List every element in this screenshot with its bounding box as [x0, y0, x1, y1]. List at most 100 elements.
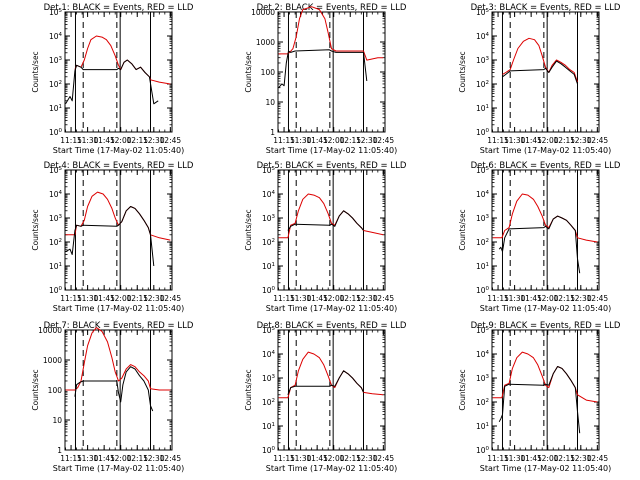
- y-tick-label: 102: [476, 80, 489, 89]
- series-events: [278, 49, 368, 89]
- panel-title: Det 3: BLACK = Events, RED = LLD: [471, 3, 621, 13]
- y-tick-label: 104: [476, 32, 490, 41]
- y-tick-label: 10: [265, 98, 275, 107]
- x-tick-label: 12:00: [323, 136, 345, 145]
- y-tick-label: 1: [57, 446, 62, 455]
- x-tick-label: 12:00: [537, 454, 559, 463]
- series-events: [287, 210, 364, 231]
- y-axis-label: Counts/sec: [244, 209, 253, 250]
- y-tick-label: 105: [49, 8, 63, 17]
- x-tick-label: 12:45: [373, 454, 395, 463]
- x-tick-label: 11:45: [93, 136, 115, 145]
- y-tick-label: 100: [49, 286, 63, 295]
- series-lld: [74, 35, 171, 85]
- x-tick-label: 12:15: [553, 294, 575, 303]
- y-tick-label: 10000: [251, 8, 275, 17]
- series-lld: [492, 351, 598, 403]
- x-tick-label: 11:30: [290, 294, 312, 303]
- x-tick-label: 12:30: [356, 294, 378, 303]
- y-tick-label: 100: [262, 446, 276, 455]
- y-tick-label: 101: [476, 104, 489, 113]
- y-tick-label: 102: [476, 398, 489, 407]
- x-tick-label: 12:30: [570, 294, 592, 303]
- series-events: [498, 366, 581, 434]
- y-tick-label: 103: [476, 56, 490, 65]
- x-tick-label: 11:15: [273, 454, 295, 463]
- plot-frame: [277, 329, 386, 451]
- series-lld: [278, 6, 384, 61]
- y-tick-label: 105: [476, 326, 490, 335]
- x-tick-label: 11:45: [520, 454, 542, 463]
- y-tick-label: 10000: [38, 326, 62, 335]
- x-tick-label: 12:45: [160, 294, 182, 303]
- y-tick-label: 103: [262, 214, 276, 223]
- x-tick-label: 12:00: [323, 454, 345, 463]
- x-tick-label: 11:45: [306, 294, 328, 303]
- y-tick-label: 101: [476, 422, 489, 431]
- x-tick-label: 12:00: [110, 454, 132, 463]
- series-events: [498, 215, 581, 274]
- x-tick-label: 12:15: [126, 454, 148, 463]
- x-tick-label: 12:00: [323, 294, 345, 303]
- y-tick-label: 102: [49, 238, 62, 247]
- panel-det-5: Det 5: BLACK = Events, RED = LLD 100 101 10…: [244, 161, 407, 313]
- x-tick-label: 12:45: [587, 294, 609, 303]
- x-tick-label: 12:45: [587, 136, 609, 145]
- x-tick-label: 12:15: [339, 454, 361, 463]
- x-tick-label: 12:45: [160, 136, 182, 145]
- panel-det-2: Det 2: BLACK = Events, RED = LLD 1 10 100 10…: [244, 3, 407, 155]
- panel-title: Det 2: BLACK = Events, RED = LLD: [257, 3, 407, 13]
- y-tick-label: 100: [261, 68, 276, 77]
- x-axis-label: Start Time (17-May-02 11:05:40): [480, 146, 611, 155]
- y-tick-label: 103: [49, 56, 63, 65]
- x-tick-label: 12:00: [110, 294, 132, 303]
- y-axis-label: Counts/sec: [31, 51, 40, 92]
- x-axis-label: Start Time (17-May-02 11:05:40): [53, 464, 184, 473]
- y-tick-label: 10: [52, 416, 62, 425]
- x-tick-label: 11:45: [306, 454, 328, 463]
- x-tick-label: 12:15: [339, 136, 361, 145]
- y-tick-label: 104: [262, 350, 276, 359]
- y-axis-label: Counts/sec: [244, 369, 253, 410]
- y-tick-label: 101: [49, 262, 62, 271]
- series-lld: [65, 327, 171, 391]
- plot-frame: [64, 169, 173, 291]
- y-tick-label: 101: [476, 262, 489, 271]
- y-tick-label: 103: [476, 214, 490, 223]
- y-tick-label: 100: [49, 128, 63, 137]
- panel-det-1: Det 1: BLACK = Events, RED = LLD 100 101 10…: [31, 3, 194, 155]
- x-tick-label: 11:30: [290, 454, 312, 463]
- x-tick-label: 12:30: [143, 454, 165, 463]
- series-lld: [65, 191, 171, 241]
- x-tick-label: 11:45: [93, 454, 115, 463]
- y-tick-label: 102: [49, 80, 62, 89]
- y-tick-label: 100: [262, 286, 276, 295]
- panel-title: Det 1: BLACK = Events, RED = LLD: [44, 3, 194, 13]
- y-tick-label: 104: [476, 190, 490, 199]
- y-tick-label: 1000: [256, 38, 275, 47]
- panel-det-9: Det 9: BLACK = Events, RED = LLD 100 101 10…: [458, 321, 621, 473]
- plot-frame: [491, 169, 600, 291]
- x-axis-label: Start Time (17-May-02 11:05:40): [480, 464, 611, 473]
- x-tick-label: 12:45: [160, 454, 182, 463]
- series-events: [65, 59, 159, 105]
- panel-det-7: Det 7: BLACK = Events, RED = LLD 1 10 100 10…: [31, 321, 194, 473]
- x-tick-label: 11:15: [273, 136, 295, 145]
- x-tick-label: 11:15: [487, 136, 509, 145]
- panel-det-6: Det 6: BLACK = Events, RED = LLD 100 101 10…: [458, 161, 621, 313]
- x-tick-label: 11:15: [487, 454, 509, 463]
- y-axis-label: Counts/sec: [31, 369, 40, 410]
- plot-frame: [491, 11, 600, 133]
- y-tick-label: 1000: [43, 356, 62, 365]
- x-tick-label: 12:15: [553, 454, 575, 463]
- panel-title: Det 7: BLACK = Events, RED = LLD: [44, 321, 194, 331]
- y-tick-label: 100: [476, 286, 490, 295]
- panel-title: Det 6: BLACK = Events, RED = LLD: [471, 161, 621, 171]
- x-axis-label: Start Time (17-May-02 11:05:40): [266, 146, 397, 155]
- x-axis-label: Start Time (17-May-02 11:05:40): [53, 146, 184, 155]
- series-events: [65, 206, 155, 267]
- panel-title: Det 5: BLACK = Events, RED = LLD: [257, 161, 407, 171]
- x-tick-label: 12:45: [373, 294, 395, 303]
- x-tick-label: 11:15: [60, 454, 82, 463]
